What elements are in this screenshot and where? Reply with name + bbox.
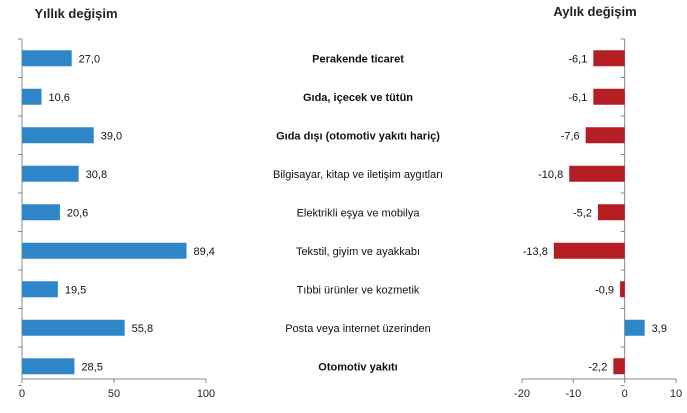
monthly-bar <box>553 242 625 259</box>
monthly-bar <box>593 50 625 67</box>
left-x-tick-label: 100 <box>197 388 215 400</box>
right-x-tick-label: 0 <box>622 388 628 400</box>
right-x-tick-label: -10 <box>565 388 581 400</box>
monthly-data-label: -13,8 <box>523 246 548 258</box>
yearly-bar <box>22 127 94 144</box>
left-x-tick-label: 0 <box>19 388 25 400</box>
monthly-data-label: -10,8 <box>538 169 563 181</box>
yearly-data-label: 30,8 <box>86 169 107 181</box>
right-chart-title: Aylık değişim <box>553 4 636 19</box>
category-label: Tıbbi ürünler ve kozmetik <box>297 284 420 296</box>
monthly-data-label: -7,6 <box>561 130 580 142</box>
yearly-bar <box>22 88 42 105</box>
category-label: Gıda dışı (otomotiv yakıtı hariç) <box>276 130 440 142</box>
yearly-data-label: 27,0 <box>79 53 100 65</box>
left-chart-title: Yıllık değişim <box>34 6 117 21</box>
monthly-bar <box>620 281 625 298</box>
category-label: Bilgisayar, kitap ve iletişim aygıtları <box>273 169 443 181</box>
category-label: Tekstil, giyim ve ayakkabı <box>296 246 420 258</box>
yearly-bar <box>22 319 125 336</box>
monthly-data-label: 3,9 <box>652 323 667 335</box>
monthly-bar <box>613 358 625 375</box>
monthly-bar <box>593 88 625 105</box>
monthly-data-label: -0,9 <box>595 284 614 296</box>
category-label: Gıda, içecek ve tütün <box>303 92 413 104</box>
yearly-data-label: 55,8 <box>132 323 153 335</box>
right-x-tick-label: -20 <box>514 388 530 400</box>
yearly-data-label: 10,6 <box>49 92 70 104</box>
yearly-data-label: 28,5 <box>81 361 102 373</box>
yearly-data-label: 19,5 <box>65 284 86 296</box>
yearly-bar <box>22 281 58 298</box>
monthly-data-label: -6,1 <box>568 92 587 104</box>
yearly-bar <box>22 358 75 375</box>
left-x-tick-label: 50 <box>108 388 120 400</box>
category-label: Otomotiv yakıtı <box>318 361 397 373</box>
category-label: Perakende ticaret <box>312 53 404 65</box>
yearly-bar <box>22 242 187 259</box>
category-label: Elektrikli eşya ve mobilya <box>297 207 421 219</box>
monthly-bar <box>624 319 645 336</box>
right-x-tick-label: 10 <box>670 388 682 400</box>
yearly-data-label: 20,6 <box>67 207 88 219</box>
yearly-data-label: 89,4 <box>193 246 214 258</box>
monthly-data-label: -6,1 <box>568 53 587 65</box>
monthly-bar <box>585 127 625 144</box>
category-label: Posta veya internet üzerinden <box>285 323 431 335</box>
monthly-bar <box>569 165 625 182</box>
yearly-bar <box>22 50 72 67</box>
yearly-bar <box>22 165 79 182</box>
monthly-data-label: -5,2 <box>573 207 592 219</box>
yearly-data-label: 39,0 <box>101 130 122 142</box>
monthly-data-label: -2,2 <box>588 361 607 373</box>
yearly-bar <box>22 204 60 221</box>
monthly-bar <box>597 204 625 221</box>
